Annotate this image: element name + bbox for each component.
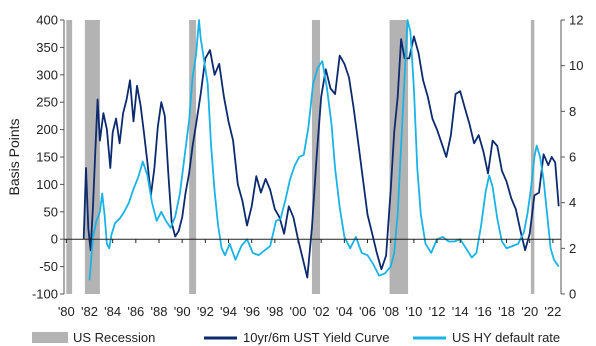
x-tick-label: '80 bbox=[58, 304, 75, 319]
y-axis-label: Basis Points bbox=[6, 118, 22, 195]
series-line-yield-curve bbox=[82, 35, 560, 279]
y-tick-label: 250 bbox=[36, 95, 58, 110]
tick-labels: -100 -50 0 50 100 150 200 250 300 350 400 0 2 4 6 8 10 12… bbox=[32, 13, 584, 320]
y2-tick-label: 8 bbox=[569, 104, 576, 119]
y2-tick-label: 6 bbox=[569, 150, 576, 165]
x-tick-label: '86 bbox=[127, 304, 144, 319]
x-tick-label: '18 bbox=[498, 304, 515, 319]
y-tick-label: 100 bbox=[36, 177, 58, 192]
y-tick-label: 50 bbox=[44, 204, 58, 219]
legend-label-recession: US Recession bbox=[73, 330, 155, 345]
y2-tick-label: 10 bbox=[569, 58, 583, 73]
x-tick-label: '10 bbox=[405, 304, 422, 319]
x-tick-label: '92 bbox=[197, 304, 214, 319]
y2-tick-label: 0 bbox=[569, 287, 576, 302]
legend-swatch-recession bbox=[32, 332, 68, 343]
y-tick-label: 300 bbox=[36, 67, 58, 82]
x-tick-label: '84 bbox=[104, 304, 121, 319]
x-tick-label: '04 bbox=[336, 304, 353, 319]
x-tick-label: '02 bbox=[313, 304, 330, 319]
y-tick-label: -100 bbox=[32, 287, 58, 302]
x-tick-label: '14 bbox=[452, 304, 469, 319]
y-tick-label: 150 bbox=[36, 150, 58, 165]
y-tick-label: 200 bbox=[36, 122, 58, 137]
y-tick-label: 0 bbox=[51, 232, 58, 247]
x-tick-label: '90 bbox=[174, 304, 191, 319]
x-tick-label: '06 bbox=[359, 304, 376, 319]
legend-label-default-rate: US HY default rate bbox=[452, 330, 560, 345]
legend-label-yield-curve: 10yr/6m UST Yield Curve bbox=[243, 330, 389, 345]
series-line-default-rate bbox=[88, 19, 560, 281]
x-tick-label: '16 bbox=[475, 304, 492, 319]
x-tick-label: '08 bbox=[382, 304, 399, 319]
legend: US Recession 10yr/6m UST Yield Curve US … bbox=[32, 330, 560, 345]
x-tick-label: '20 bbox=[521, 304, 538, 319]
recession-band-0 bbox=[66, 20, 73, 294]
series-lines bbox=[82, 19, 560, 281]
x-tick-label: '96 bbox=[243, 304, 260, 319]
recession-band-2 bbox=[189, 20, 197, 294]
y2-tick-label: 4 bbox=[569, 195, 576, 210]
x-tick-label: '12 bbox=[429, 304, 446, 319]
x-tick-label: '88 bbox=[151, 304, 168, 319]
x-tick-label: '94 bbox=[220, 304, 237, 319]
y2-tick-label: 2 bbox=[569, 241, 576, 256]
y-tick-label: 350 bbox=[36, 40, 58, 55]
x-tick-label: '00 bbox=[290, 304, 307, 319]
y2-tick-label: 12 bbox=[569, 13, 583, 28]
y-tick-label: 400 bbox=[36, 13, 58, 28]
x-tick-label: '82 bbox=[81, 304, 98, 319]
x-tick-label: '98 bbox=[266, 304, 283, 319]
x-tick-label: '22 bbox=[544, 304, 561, 319]
recession-band-5 bbox=[530, 20, 535, 294]
y-tick-label: -50 bbox=[39, 259, 58, 274]
